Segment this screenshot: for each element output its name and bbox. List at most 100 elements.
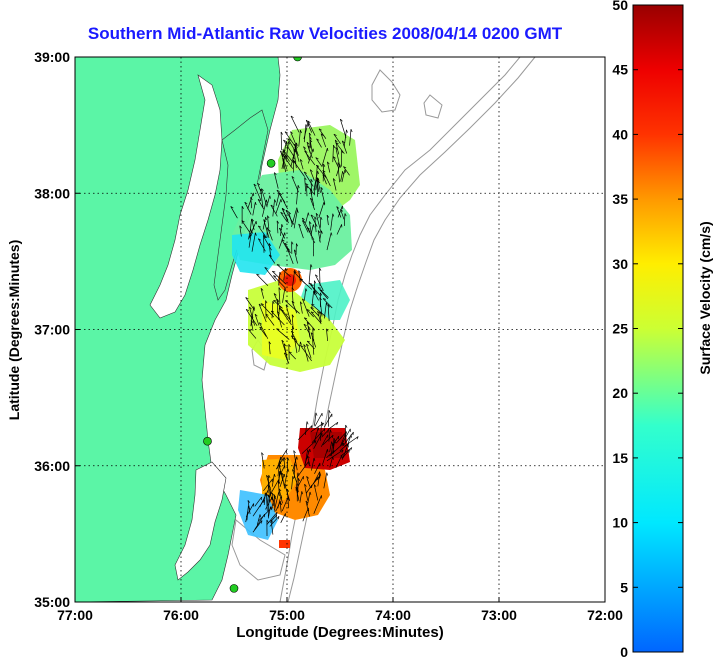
velocity-arrow-head — [282, 149, 286, 151]
velocity-arrow — [268, 229, 273, 241]
velocity-arrow-head — [283, 139, 287, 142]
y-tick-label: 36:00 — [34, 458, 70, 474]
velocity-arrow-head — [327, 161, 330, 165]
velocity-arrow — [303, 344, 309, 362]
velocity-arrow-head — [306, 321, 310, 325]
velocity-arrow — [339, 119, 347, 138]
velocity-arrow-head — [296, 456, 298, 460]
velocity-arrow-head — [283, 343, 287, 347]
velocity-arrow — [314, 274, 324, 291]
velocity-arrow-head — [263, 219, 267, 222]
velocity-arrow — [310, 307, 319, 317]
velocity-arrow-head — [268, 341, 271, 345]
velocity-arrow-head — [300, 301, 303, 305]
velocity-arrow — [288, 351, 297, 360]
velocity-arrow-head — [303, 146, 307, 149]
velocity-arrow — [307, 326, 311, 338]
velocity-arrow — [321, 429, 329, 438]
velocity-arrow-head — [307, 340, 311, 343]
velocity-arrow — [342, 449, 350, 459]
velocity-arrow — [279, 474, 285, 487]
velocity-arrow-head — [303, 171, 307, 174]
velocity-arrow-head — [251, 218, 254, 222]
velocity-arrow — [278, 271, 281, 286]
velocity-arrow — [278, 307, 280, 320]
velocity-arrow-head — [308, 282, 313, 285]
velocity-arrow-head — [302, 298, 305, 302]
velocity-arrow — [280, 131, 283, 151]
velocity-arrow-head — [320, 133, 324, 136]
velocity-arrow — [281, 155, 286, 169]
velocity-arrow-head — [317, 287, 321, 289]
velocity-arrow-head — [282, 207, 285, 211]
velocity-arrow-head — [254, 202, 257, 206]
velocity-arrow-head — [323, 163, 326, 167]
velocity-arrow-head — [244, 201, 248, 205]
velocity-arrow — [314, 216, 317, 233]
velocity-arrow-head — [284, 352, 287, 356]
velocity-arrow — [266, 195, 271, 207]
velocity-arrow — [304, 449, 308, 468]
velocity-arrow — [270, 310, 285, 326]
velocity-arrow-head — [251, 230, 253, 234]
velocity-arrow-head — [336, 206, 340, 209]
velocity-arrow-head — [320, 187, 324, 190]
velocity-arrow — [306, 227, 315, 241]
velocity-arrow — [277, 461, 281, 477]
velocity-arrow-head — [315, 213, 319, 216]
velocity-arrow — [271, 473, 275, 487]
velocity-arrow — [326, 328, 328, 342]
velocity-arrow-head — [297, 185, 300, 189]
velocity-arrow — [284, 242, 291, 253]
velocity-arrow — [307, 120, 316, 136]
velocity-arrow-head — [314, 280, 317, 284]
velocity-arrow — [320, 133, 327, 148]
velocity-arrow — [343, 129, 347, 147]
velocity-arrow-head — [294, 249, 297, 253]
velocity-arrow — [250, 219, 252, 231]
velocity-arrow-head — [257, 182, 261, 186]
velocity-arrow — [305, 500, 310, 517]
velocity-arrow-head — [281, 224, 284, 228]
velocity-arrow-head — [270, 519, 274, 523]
velocity-arrow — [254, 513, 265, 531]
velocity-arrow-head — [261, 188, 264, 191]
velocity-arrow-head — [268, 254, 272, 257]
velocity-arrow — [239, 225, 242, 237]
velocity-arrow — [282, 150, 290, 162]
velocity-arrow — [304, 484, 309, 501]
velocity-arrow-head — [307, 120, 311, 124]
velocity-arrow-head — [326, 302, 328, 306]
velocity-arrow — [251, 232, 256, 252]
velocity-arrow-head — [296, 142, 298, 146]
velocity-arrow — [279, 449, 287, 461]
velocity-arrow — [261, 199, 267, 217]
velocity-arrow — [303, 171, 314, 187]
velocity-arrow — [323, 472, 328, 489]
velocity-arrow-head — [347, 443, 350, 447]
velocity-arrow-head — [317, 171, 319, 175]
velocity-arrow — [248, 329, 257, 339]
velocity-arrow-head — [273, 473, 276, 477]
velocity-arrow-head — [328, 410, 331, 414]
velocity-arrow-head — [270, 204, 274, 207]
velocity-arrow — [324, 413, 333, 428]
velocity-arrow — [322, 298, 333, 309]
velocity-arrow — [268, 341, 271, 355]
velocity-arrow — [327, 304, 330, 322]
velocity-arrow-head — [305, 500, 309, 504]
colorbar-label: Surface Velocity (cm/s) — [697, 221, 713, 375]
velocity-arrow — [306, 340, 315, 350]
velocity-arrow — [265, 300, 267, 319]
map-title: Southern Mid-Atlantic Raw Velocities 200… — [87, 24, 563, 43]
velocity-arrow — [302, 507, 309, 522]
velocity-arrow — [329, 456, 334, 468]
velocity-arrow — [306, 476, 311, 487]
velocity-arrow — [318, 128, 327, 139]
velocity-arrow — [303, 324, 310, 334]
velocity-arrow-head — [314, 216, 317, 220]
velocity-arrow-head — [308, 132, 312, 136]
velocity-arrow — [281, 239, 290, 253]
velocity-arrow-head — [274, 172, 277, 175]
velocity-arrow-head — [319, 297, 322, 301]
